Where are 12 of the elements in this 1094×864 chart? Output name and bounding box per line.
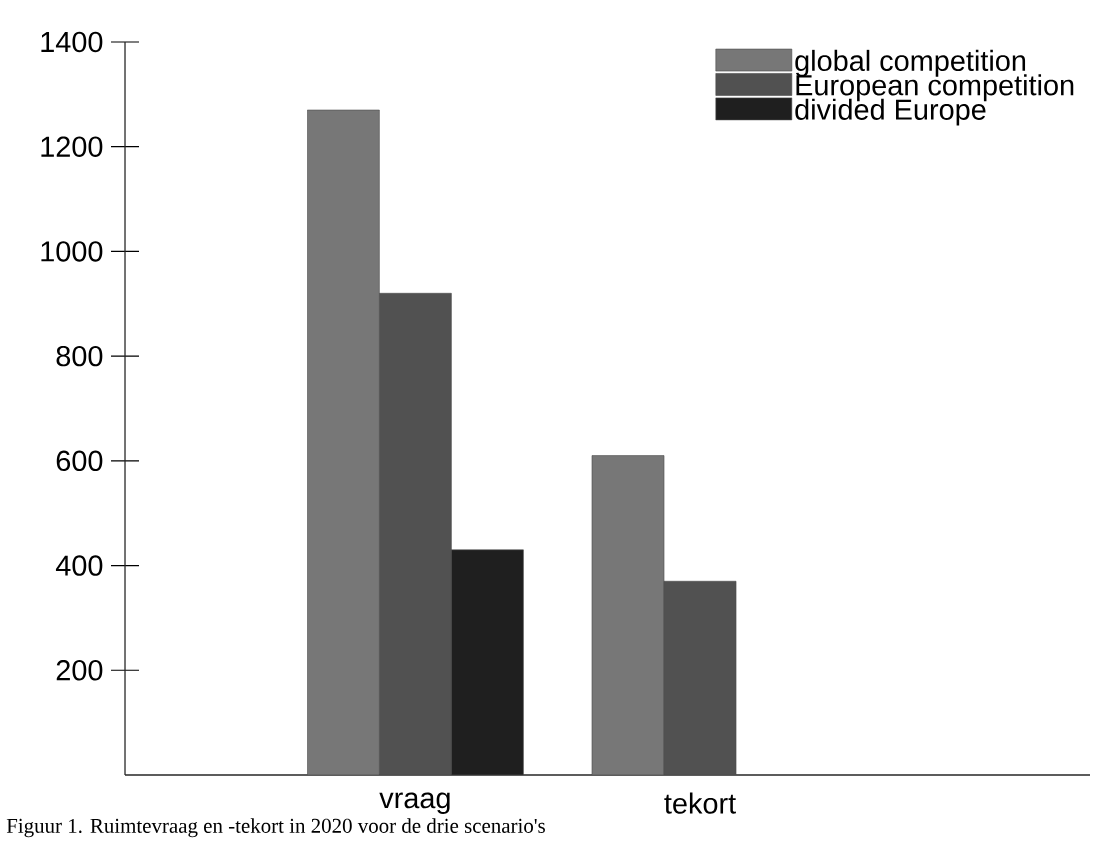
y-tick-label: 1400 [41, 31, 103, 53]
bar [591, 455, 665, 775]
text: Figuur 1. Ruimtevraag en -tekort in 2020 voor de drie scenario's [6, 818, 545, 838]
x-tick-label: tekort [664, 792, 736, 814]
y-tick-label: 1200 [41, 136, 103, 157]
x-tick-label: vraag [379, 792, 450, 815]
y-tick-label: 400 [55, 555, 103, 576]
y-tick-label: 1000 [41, 241, 103, 262]
bar [307, 109, 380, 775]
y-tick-label: 800 [56, 345, 103, 367]
y-tick-label: 600 [56, 450, 103, 472]
y-tick-label: 200 [56, 660, 103, 681]
